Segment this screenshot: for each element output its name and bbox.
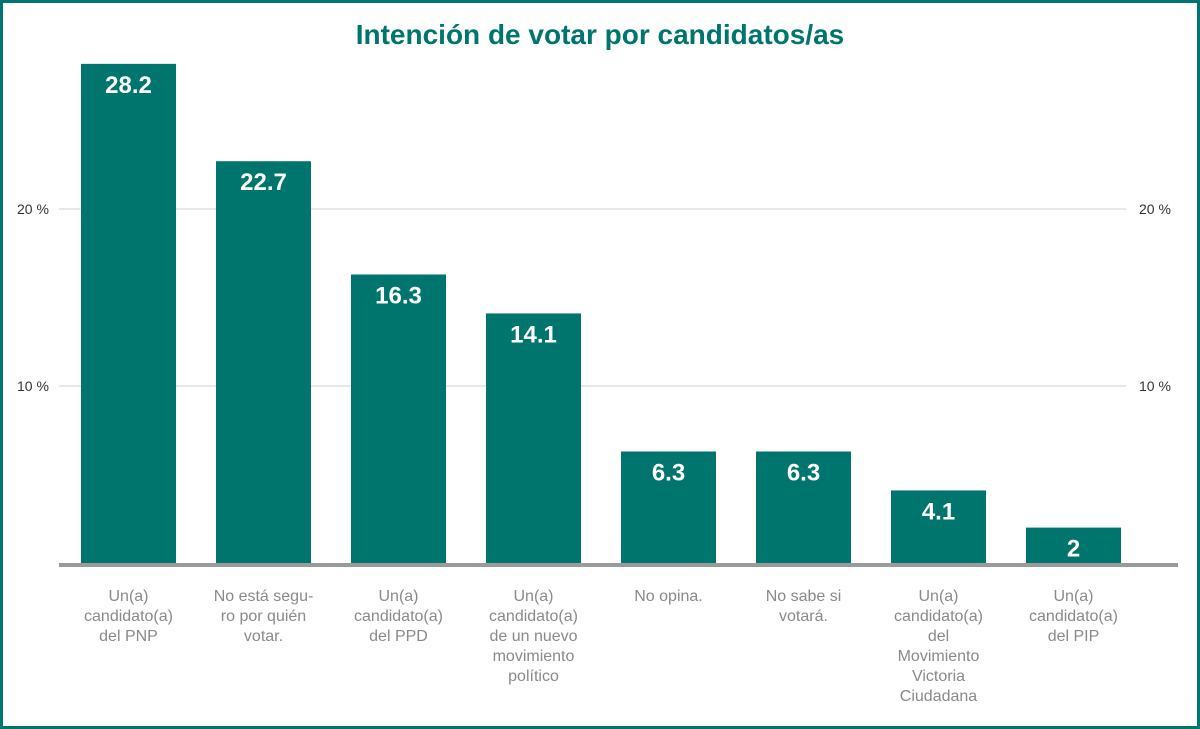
category-label-line: No opina.: [634, 588, 703, 605]
category-label-line: votará.: [779, 608, 828, 625]
category-label-line: Ciudadana: [900, 688, 978, 705]
category-label-line: Victoria: [912, 668, 965, 685]
category-label: Un(a) candidato(a) del PPD: [354, 588, 443, 645]
category-label-line: Un(a): [513, 588, 553, 605]
bar: [216, 161, 311, 563]
bar: [81, 63, 176, 564]
category-label: Un(a) candidato(a) de un nuevo movimiento po…: [489, 588, 578, 685]
category-label-line: candidato(a): [354, 608, 443, 625]
category-label-line: Un(a): [108, 588, 148, 605]
bar-value-label: 22.7: [240, 169, 287, 196]
y-tick-label-left: 20 %: [17, 201, 49, 217]
category-label-line: del PPD: [369, 628, 428, 645]
bar-value-label: 14.1: [510, 321, 557, 348]
category-label-line: No sabe si: [766, 588, 842, 605]
bar-value-label: 28.2: [105, 72, 152, 99]
category-label-line: candidato(a): [489, 608, 578, 625]
category-label-line: candidato(a): [894, 608, 983, 625]
category-label: Un(a) candidato(a) del Movimiento Victoria Ci…: [894, 588, 983, 705]
bar-value-label: 6.3: [787, 459, 820, 486]
category-label-line: del: [928, 628, 949, 645]
bar-value-label: 2: [1067, 536, 1080, 563]
bar: [486, 313, 581, 563]
bar: [756, 451, 851, 563]
category-label: No sabe si votará.: [766, 588, 842, 625]
category-label-line: movimiento: [493, 648, 575, 665]
category-label: No está segu-ro por quién votar.: [214, 588, 314, 645]
category-label-line: del PIP: [1048, 628, 1100, 645]
category-label-line: Un(a): [378, 588, 418, 605]
chart-title: Intención de votar por candidatos/as: [356, 19, 845, 50]
category-label: Un(a) candidato(a) del PIP: [1029, 588, 1118, 645]
y-tick-label-left: 10 %: [17, 378, 49, 394]
category-label-line: candidato(a): [84, 608, 173, 625]
category-label-line: candidato(a): [1029, 608, 1118, 625]
category-label-line: ro por quién: [221, 608, 306, 625]
y-tick-label-right: 10 %: [1139, 378, 1171, 394]
category-label: Un(a) candidato(a) del PNP: [84, 588, 173, 645]
bar-value-label: 16.3: [375, 282, 422, 309]
category-label-line: votar.: [244, 628, 283, 645]
category-label-line: de un nuevo: [489, 628, 577, 645]
category-label-line: Movimiento: [898, 648, 980, 665]
category-label-line: No está segu-: [214, 588, 314, 605]
category-label-line: Un(a): [1053, 588, 1093, 605]
bar: [621, 451, 716, 563]
gridlines: 10 % 10 % 20 % 20 %: [17, 201, 1171, 394]
bar-value-label: 4.1: [922, 498, 955, 525]
category-labels: Un(a) candidato(a) del PNP No está segu-ro …: [84, 588, 1118, 705]
bar-chart: Intención de votar por candidatos/as 10 …: [17, 19, 1178, 705]
bar-value-label: 6.3: [652, 459, 685, 486]
y-tick-label-right: 20 %: [1139, 201, 1171, 217]
category-label-line: Un(a): [918, 588, 958, 605]
category-label-line: político: [508, 668, 559, 685]
bar: [1026, 527, 1121, 563]
bar: [891, 490, 986, 563]
category-label: No opina.: [634, 588, 703, 605]
bar: [351, 274, 446, 563]
category-label-line: del PNP: [99, 628, 158, 645]
bars: 28.2 22.7 16.3 14.1 6.3 6.3 4.1 2: [81, 63, 1121, 564]
